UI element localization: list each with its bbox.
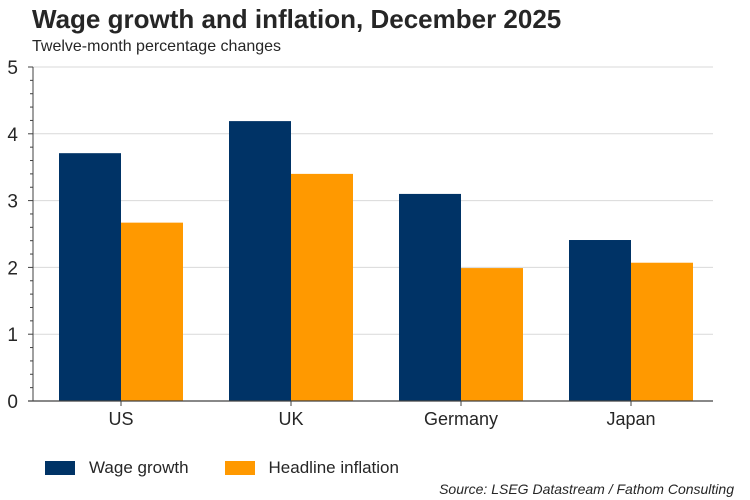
source-note: Source: LSEG Datastream / Fathom Consult… <box>439 481 734 497</box>
y-tick-label: 5 <box>7 58 18 79</box>
bar-wage-growth-germany <box>399 193 461 401</box>
bars <box>59 121 693 401</box>
bar-wage-growth-uk <box>229 121 291 401</box>
legend-label-wage-growth: Wage growth <box>89 458 189 477</box>
legend-label-headline-inflation: Headline inflation <box>268 458 399 477</box>
bar-headline-inflation-us <box>121 222 183 401</box>
y-tick-label: 3 <box>7 192 18 213</box>
x-tick-label: UK <box>278 409 303 429</box>
legend: Wage growth Headline inflation <box>45 458 435 478</box>
legend-swatch-headline-inflation <box>224 461 255 475</box>
legend-swatch-wage-growth <box>45 461 75 475</box>
bar-headline-inflation-uk <box>291 173 353 401</box>
bar-wage-growth-us <box>59 153 121 401</box>
chart-subtitle: Twelve-month percentage changes <box>32 38 282 55</box>
axes <box>28 66 713 406</box>
x-tick-labels: US UK Germany Japan <box>108 409 655 429</box>
bar-headline-inflation-germany <box>461 268 523 401</box>
y-tick-label: 0 <box>7 392 18 413</box>
y-tick-label: 1 <box>7 325 18 346</box>
y-tick-labels: 0 1 2 3 4 5 <box>7 58 18 413</box>
y-tick-label: 2 <box>7 258 18 279</box>
legend-item-headline-inflation: Headline inflation <box>224 458 399 478</box>
legend-item-wage-growth: Wage growth <box>45 458 189 478</box>
bar-headline-inflation-japan <box>631 262 693 401</box>
bar-wage-growth-japan <box>569 240 631 401</box>
chart-title: Wage growth and inflation, December 2025 <box>32 4 562 34</box>
x-tick-label: Germany <box>424 409 498 429</box>
y-tick-label: 4 <box>7 125 18 146</box>
x-tick-label: US <box>108 409 133 429</box>
x-tick-label: Japan <box>606 409 655 429</box>
